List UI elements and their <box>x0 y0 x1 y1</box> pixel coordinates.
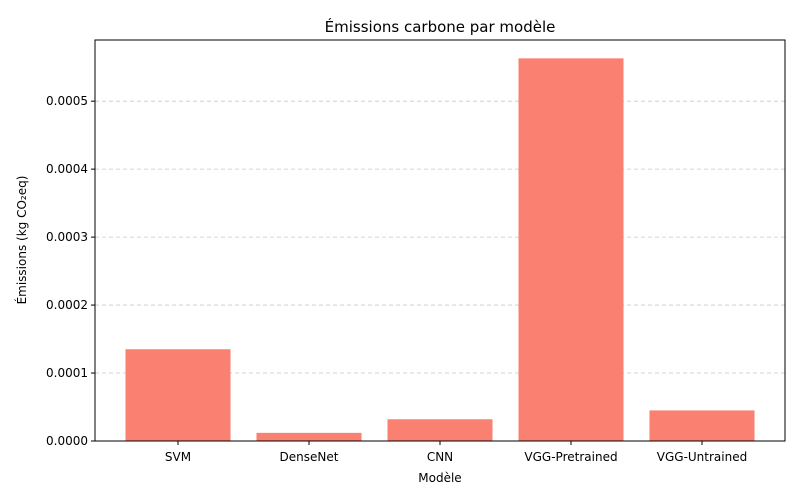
y-tick-label: 0.0005 <box>46 94 88 108</box>
y-axis-ticks: 0.0000 0.0001 0.0002 0.0003 0.0004 0.0005 <box>46 94 95 448</box>
y-tick-label: 0.0004 <box>46 162 88 176</box>
x-axis-label: Modèle <box>418 471 461 485</box>
x-tick-label: DenseNet <box>280 450 339 464</box>
bar-densenet <box>256 432 362 441</box>
x-tick-label: SVM <box>165 450 191 464</box>
chart-title: Émissions carbone par modèle <box>325 17 556 36</box>
x-axis-ticks: SVM DenseNet CNN VGG-Pretrained VGG-Untraine… <box>165 441 747 464</box>
bar-svm <box>125 349 231 441</box>
grid-lines <box>95 100 785 374</box>
x-tick-label: VGG-Untrained <box>657 450 747 464</box>
y-tick-label: 0.0003 <box>46 230 88 244</box>
x-tick-label: VGG-Pretrained <box>524 450 617 464</box>
bar-cnn <box>387 419 493 441</box>
bars <box>125 58 755 441</box>
bar-vgg-pretrained <box>518 58 624 441</box>
y-axis-label: Émissions (kg CO₂eq) <box>14 176 29 305</box>
y-tick-label: 0.0001 <box>46 366 88 380</box>
x-tick-label: CNN <box>427 450 453 464</box>
y-tick-label: 0.0002 <box>46 298 88 312</box>
bar-vgg-untrained <box>649 410 755 441</box>
y-tick-label: 0.0000 <box>46 434 88 448</box>
